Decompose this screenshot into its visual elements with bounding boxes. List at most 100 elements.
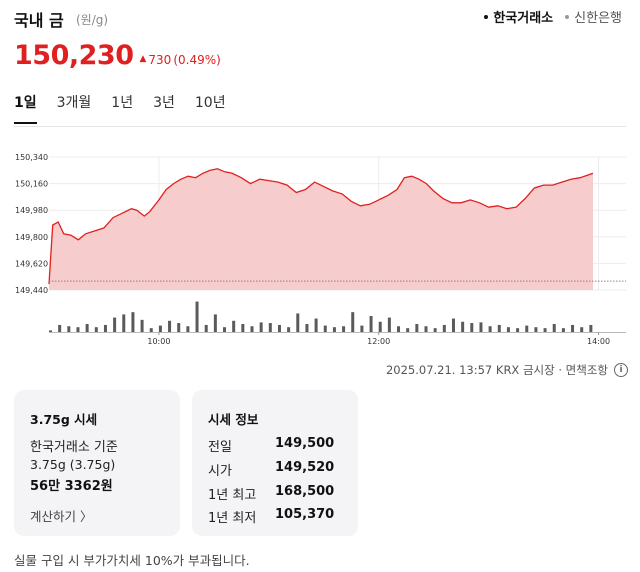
active-dot-icon <box>484 14 489 19</box>
tab-3m[interactable]: 3개월 <box>56 95 92 111</box>
volume-bar <box>589 324 593 332</box>
volume-bar <box>525 325 529 332</box>
volume-bar <box>296 313 300 332</box>
price-info-card: 시세 정보 전일 149,500 시가 149,520 1년 최고 168,50… <box>192 390 358 536</box>
volume-bar <box>113 317 117 332</box>
card-title: 시세 정보 <box>208 412 259 427</box>
source-tab-shinhan[interactable]: 신한은행 <box>565 7 622 26</box>
tabs-divider <box>14 126 626 127</box>
info-value: 149,520 <box>275 460 335 475</box>
volume-bar <box>58 324 62 332</box>
volume-bar <box>360 325 364 332</box>
volume-bar <box>186 326 190 332</box>
volume-bar <box>85 324 89 332</box>
info-icon[interactable]: i <box>614 363 628 377</box>
info-row-prev-close: 전일 149,500 <box>208 436 348 455</box>
volume-bar <box>516 328 520 332</box>
volume-bar <box>415 324 419 332</box>
volume-bar <box>305 324 309 332</box>
volume-bar <box>94 327 98 332</box>
price-chart[interactable]: 150,340 150,160 149,980 149,800 149,620 149,4… <box>0 140 640 350</box>
source-tabs: 한국거래소 신한은행 <box>484 7 622 26</box>
card-title: 3.75g 시세 <box>30 412 98 427</box>
volume-bar <box>268 323 272 332</box>
volume-bar <box>149 328 153 332</box>
volume-bar <box>351 312 355 332</box>
volume-bar <box>497 324 501 332</box>
volume-bar <box>213 314 217 332</box>
volume-bar <box>488 326 492 332</box>
x-tick-label: 14:00 <box>587 337 610 346</box>
up-arrow-icon: ▲ <box>139 54 147 64</box>
volume-bar <box>314 318 318 332</box>
volume-bar <box>76 327 80 332</box>
volume-bar <box>140 319 144 332</box>
volume-bar <box>122 314 126 332</box>
volume-bar <box>232 320 236 332</box>
source-tab-krx[interactable]: 한국거래소 <box>484 7 553 26</box>
volume-bar <box>424 326 428 332</box>
info-label: 전일 <box>208 440 232 455</box>
volume-bar <box>332 327 336 332</box>
volume-bar <box>479 322 483 332</box>
y-tick-label: 149,620 <box>15 259 48 268</box>
source-tab-label: 한국거래소 <box>493 11 554 26</box>
volume-bar <box>103 324 107 332</box>
volume-bar <box>571 324 575 332</box>
header: 국내 금 (원/g) 한국거래소 신한은행 <box>14 7 626 31</box>
info-label: 1년 최고 <box>208 488 257 503</box>
y-tick-label: 150,340 <box>15 153 48 162</box>
volume-bar <box>168 320 172 332</box>
volume-bar <box>552 324 556 332</box>
y-tick-label: 149,800 <box>15 233 48 242</box>
calculate-link[interactable]: 계산하기 〉 <box>30 509 93 524</box>
volume-bar <box>323 325 327 332</box>
amount-text: 56만 3362원 <box>30 479 113 494</box>
volume-bar <box>195 301 199 332</box>
current-price: 150,230 <box>14 40 134 71</box>
volume-bar <box>67 326 71 332</box>
volume-bar <box>223 327 227 332</box>
volume-bar <box>250 326 254 332</box>
volume-bar <box>470 323 474 332</box>
info-row-open: 시가 149,520 <box>208 460 348 479</box>
y-tick-label: 150,160 <box>15 180 48 189</box>
timestamp-bar: 2025.07.21. 13:57 KRX 금시장 · 면책조항 i <box>386 362 628 378</box>
price-area <box>49 168 594 290</box>
timestamp-text: 2025.07.21. 13:57 KRX 금시장 · 면책조항 <box>385 363 608 377</box>
basis-text: 한국거래소 기준 <box>30 440 118 455</box>
volume-bar <box>369 316 373 332</box>
volume-bar <box>177 323 181 332</box>
y-tick-label: 149,980 <box>15 206 48 215</box>
volume-bar <box>287 327 291 332</box>
tab-1y[interactable]: 1년 <box>111 95 134 111</box>
volume-bar <box>461 321 465 332</box>
info-value: 149,500 <box>275 436 335 451</box>
price-unit: (원/g) <box>76 13 109 27</box>
volume-bar <box>433 328 437 332</box>
vat-footnote: 실물 구입 시 부가가치세 10%가 부과됩니다. <box>14 553 250 568</box>
volume-bar <box>241 324 245 332</box>
source-tab-label: 신한은행 <box>574 11 622 26</box>
tab-10y[interactable]: 10년 <box>194 95 226 111</box>
volume-bar <box>451 318 455 332</box>
info-row-1y-high: 1년 최고 168,500 <box>208 484 348 503</box>
volume-bar <box>506 327 510 332</box>
price-line <box>48 168 594 285</box>
volume-bar <box>342 326 346 332</box>
volume-bar <box>158 325 162 332</box>
price-row: 150,230 ▲ 730 (0.49%) <box>14 40 221 72</box>
volume-bar <box>378 321 382 332</box>
tab-1d[interactable]: 1일 <box>14 92 37 124</box>
tab-3y[interactable]: 3년 <box>153 95 175 111</box>
weight-price-card: 3.75g 시세 한국거래소 기준 3.75g (3.75g) 56만 3362… <box>14 390 180 536</box>
info-value: 105,370 <box>275 507 335 522</box>
chart-canvas: 150,340 150,160 149,980 149,800 149,620 149,4… <box>15 153 626 346</box>
volume-bar <box>534 327 538 332</box>
volume-bar <box>561 328 565 332</box>
volume-bar <box>442 324 446 332</box>
volume-bar <box>543 328 547 332</box>
price-change: 730 <box>148 53 172 67</box>
price-change-percent: (0.49%) <box>173 53 221 67</box>
period-tabs: 1일 3개월 1년 3년 10년 <box>14 92 246 124</box>
